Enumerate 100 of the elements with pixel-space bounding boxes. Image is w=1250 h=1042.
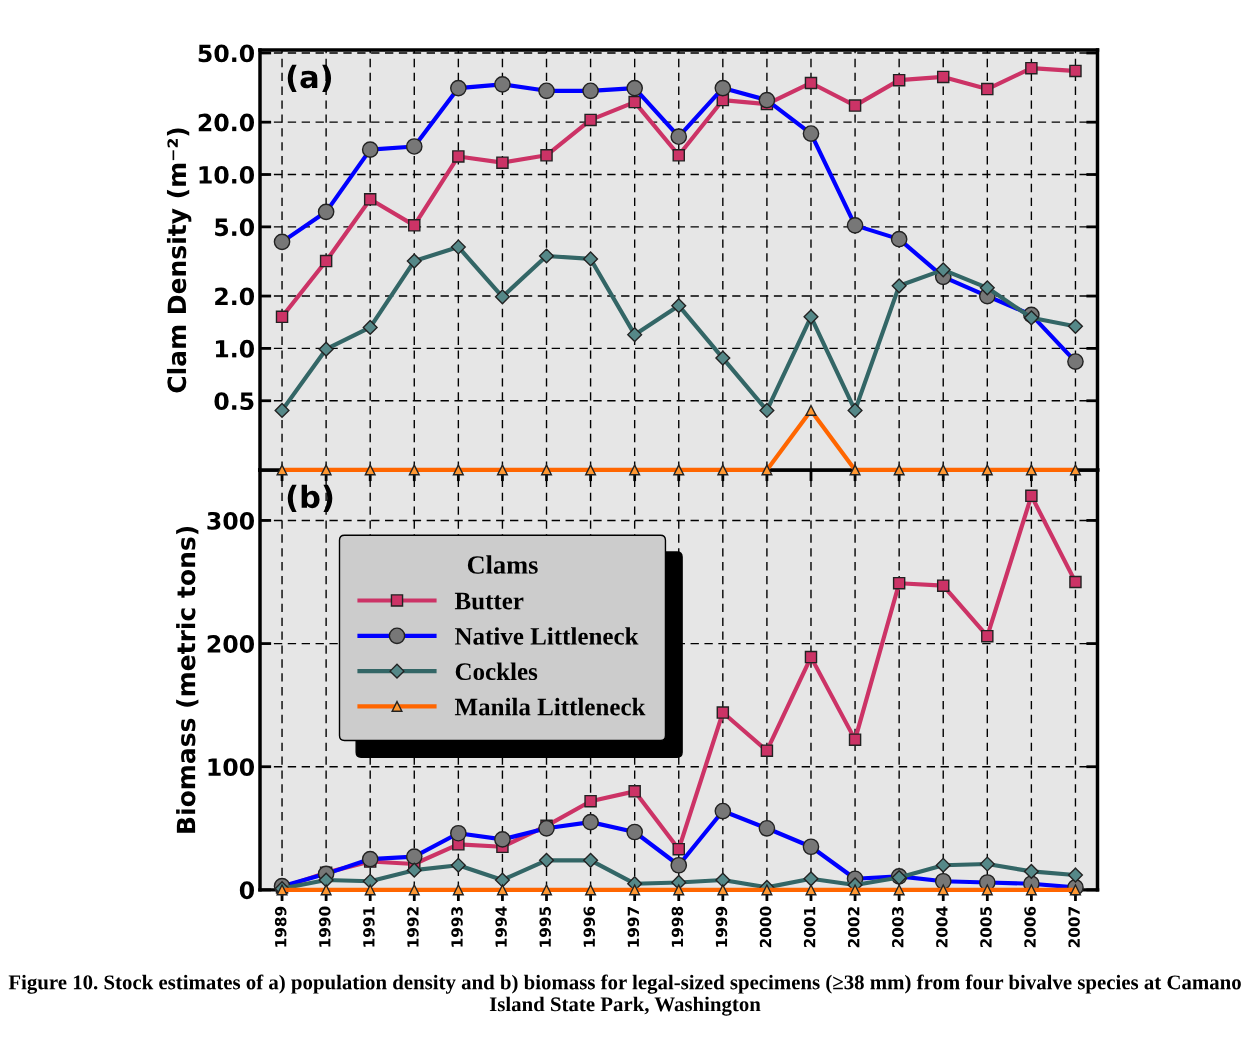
point <box>715 872 731 888</box>
point <box>274 402 290 418</box>
legend-label: Butter <box>454 592 524 610</box>
point <box>1069 575 1082 589</box>
y-tick-label: 0.5 <box>214 392 254 411</box>
legend-label: Manila Littleneck <box>454 697 646 716</box>
point <box>363 193 377 206</box>
point <box>936 70 950 84</box>
annotation: (a) <box>287 64 332 92</box>
y-tick-label: 200 <box>207 635 255 653</box>
point <box>892 73 906 87</box>
point <box>1025 61 1038 75</box>
point <box>715 350 731 366</box>
point <box>847 402 863 418</box>
x-tick-label: 1999 <box>715 906 728 947</box>
x-tick-label: 1992 <box>407 907 419 947</box>
point <box>1023 863 1039 879</box>
y-tick-label: 0 <box>239 881 255 900</box>
point <box>671 298 687 314</box>
point <box>672 842 686 856</box>
point <box>494 289 511 305</box>
x-tick-label: 2003 <box>892 907 904 948</box>
y-tick-label: 300 <box>207 511 255 530</box>
point <box>496 156 509 169</box>
x-tick-label: 2005 <box>980 906 992 948</box>
point <box>275 310 289 324</box>
point <box>319 254 333 268</box>
point <box>1067 867 1084 883</box>
point <box>981 82 994 96</box>
y-tick-label: 50.0 <box>198 44 255 63</box>
point <box>1025 489 1038 503</box>
x-tick-label: 2002 <box>847 907 860 948</box>
point <box>760 744 774 757</box>
x-tick-label: 1991 <box>363 906 375 947</box>
point <box>494 872 511 888</box>
y-tick-label: 1.0 <box>215 339 255 358</box>
point <box>672 149 686 162</box>
point <box>1067 318 1084 334</box>
x-tick-label: 2000 <box>759 906 772 948</box>
point <box>583 251 599 267</box>
point <box>981 629 994 643</box>
x-tick-label: 1996 <box>583 906 596 947</box>
x-tick-label: 2001 <box>803 906 816 948</box>
point <box>452 150 465 163</box>
point <box>584 113 597 127</box>
point <box>892 576 906 590</box>
point <box>450 239 466 255</box>
x-tick-label: 1997 <box>627 907 640 947</box>
y-tick-label: 10.0 <box>199 165 255 184</box>
x-tick-label: 1994 <box>495 906 507 947</box>
point <box>759 402 775 418</box>
y-tick-label: 5.0 <box>215 218 255 237</box>
annotation: (b) <box>287 484 333 512</box>
x-tick-label: 1990 <box>319 906 331 947</box>
point <box>936 579 950 592</box>
x-tick-label: 2007 <box>1068 907 1080 948</box>
point <box>583 852 599 868</box>
y-axis-title: Biomass (metric tons) <box>176 526 199 833</box>
point <box>1023 310 1039 326</box>
y-axis-title: Clam Density (m⁻²) <box>166 128 192 393</box>
point <box>1069 64 1082 78</box>
point <box>935 857 951 873</box>
x-tick-label: 2004 <box>936 906 948 948</box>
point <box>979 280 995 296</box>
point <box>538 852 555 868</box>
point <box>450 857 466 873</box>
point <box>627 327 643 343</box>
point <box>584 794 597 808</box>
point <box>628 785 641 798</box>
y-tick-label: 100 <box>208 758 255 777</box>
point <box>803 309 819 325</box>
point <box>891 278 907 294</box>
x-tick-label: 1993 <box>451 907 463 947</box>
point <box>848 99 862 112</box>
point <box>318 341 334 357</box>
y-tick-label: 2.0 <box>215 287 255 306</box>
legend-title: Clams <box>467 555 538 574</box>
point <box>408 219 421 232</box>
point <box>628 95 641 109</box>
point <box>803 871 819 887</box>
point <box>804 76 818 90</box>
point <box>848 733 862 746</box>
point <box>540 149 553 162</box>
point <box>406 253 422 269</box>
point <box>406 862 422 878</box>
point <box>538 248 555 264</box>
x-tick-label: 2006 <box>1024 906 1036 948</box>
point <box>362 319 378 336</box>
x-tick-label: 1995 <box>539 906 551 947</box>
y-tick-label: 20.0 <box>198 113 255 132</box>
point <box>935 262 951 278</box>
x-tick-label: 1989 <box>274 906 287 947</box>
point <box>804 650 818 664</box>
point <box>362 873 378 889</box>
point <box>979 856 995 872</box>
caption: Figure 10. Stock estimates of a) population density and b) biomass for legal-sized specimens (≥38 mm) from four bivalve species at Camano Island State Park, Washington <box>8 974 1241 1016</box>
x-tick-label: 1998 <box>671 906 684 947</box>
legend-label: Cockles <box>455 662 538 681</box>
legend-label: Native Littleneck <box>454 627 639 645</box>
point <box>716 706 730 719</box>
